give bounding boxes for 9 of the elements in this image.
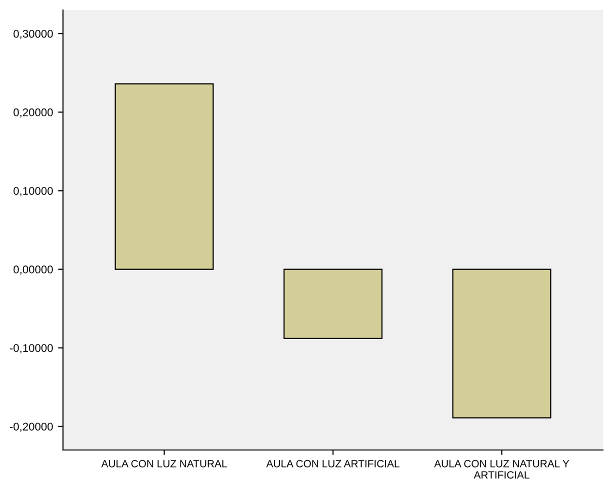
y-tick-label: 0,10000 — [14, 186, 53, 196]
x-tick-label: AULA CON LUZ NATURAL — [101, 460, 227, 468]
y-tick-label: -0,10000 — [10, 344, 53, 354]
x-tick-label: AULA CON LUZ ARTIFICIAL — [266, 460, 400, 468]
y-tick-label: 0,20000 — [14, 108, 53, 118]
y-tick-label: -0,20000 — [10, 422, 53, 432]
y-tick-label: 0,30000 — [14, 30, 53, 40]
x-tick-label: AULA CON LUZ NATURAL Y ARTIFICIAL — [434, 460, 570, 479]
y-tick-label: 0,00000 — [14, 266, 53, 275]
